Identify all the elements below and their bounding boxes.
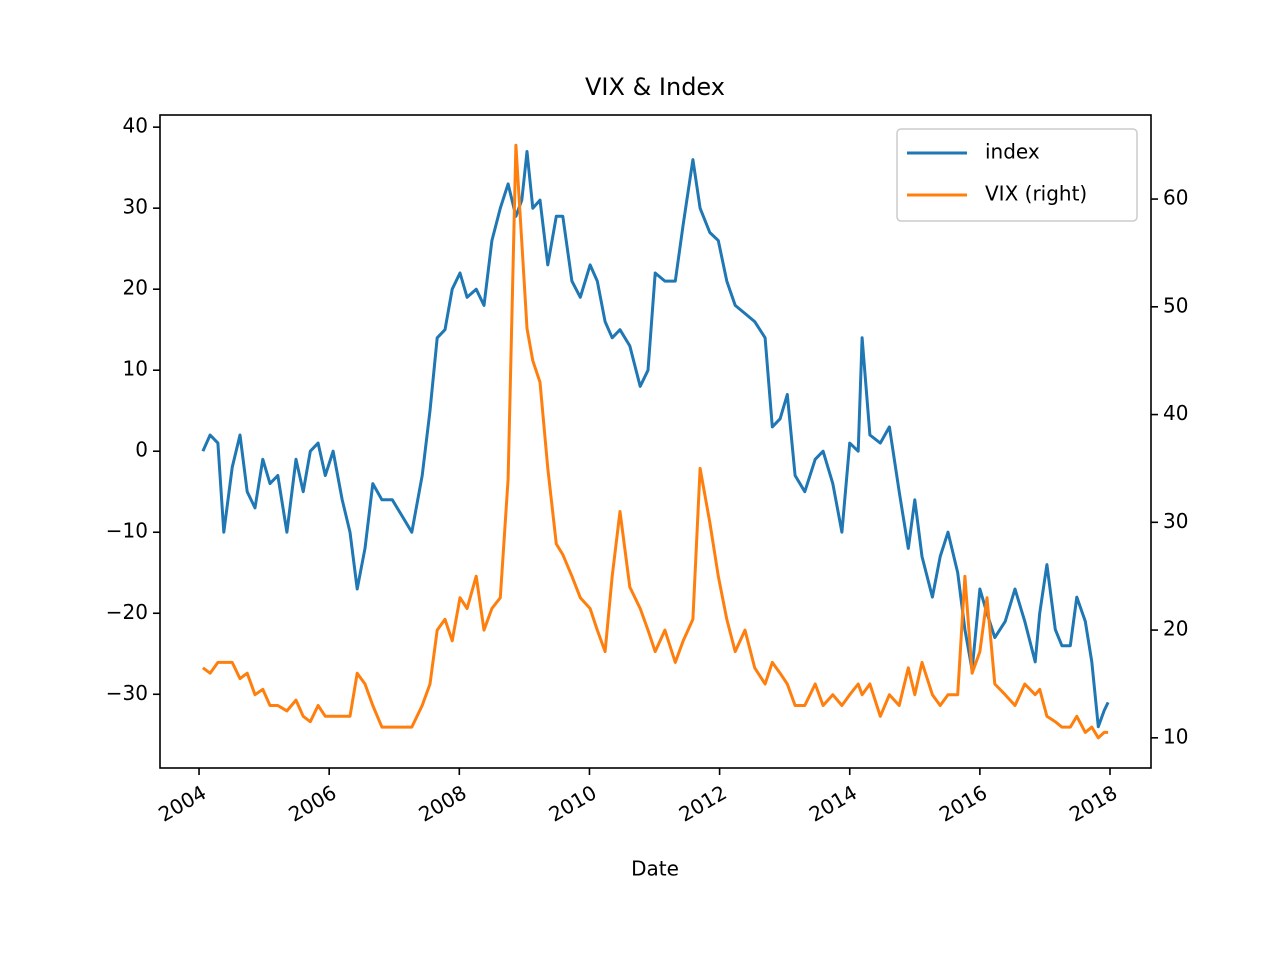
y-tick-label: 0 bbox=[135, 438, 148, 462]
y-tick-label: −30 bbox=[106, 681, 148, 705]
series-line bbox=[202, 143, 1109, 740]
series-line bbox=[201, 150, 1110, 729]
y2-tick-label: 10 bbox=[1163, 724, 1188, 748]
y2-tick-label: 40 bbox=[1163, 401, 1188, 425]
y2-tick-label: 60 bbox=[1163, 186, 1188, 210]
plot-frame bbox=[159, 114, 1152, 769]
y-tick-label: 30 bbox=[123, 195, 148, 219]
y2-tick-label: 50 bbox=[1163, 293, 1188, 317]
y-tick-label: 20 bbox=[123, 276, 148, 300]
y-tick-label: 10 bbox=[123, 357, 148, 381]
legend-label: VIX (right) bbox=[985, 182, 1087, 206]
y2-tick-label: 20 bbox=[1163, 617, 1188, 641]
chart-title: VIX & Index bbox=[585, 73, 725, 101]
y-tick-label: −20 bbox=[106, 600, 148, 624]
y2-tick-label: 30 bbox=[1163, 509, 1188, 533]
y-tick-label: −10 bbox=[106, 519, 148, 543]
y-tick-label: 40 bbox=[123, 114, 148, 138]
x-axis-label: Date bbox=[631, 857, 679, 881]
legend-label: index bbox=[985, 140, 1040, 164]
